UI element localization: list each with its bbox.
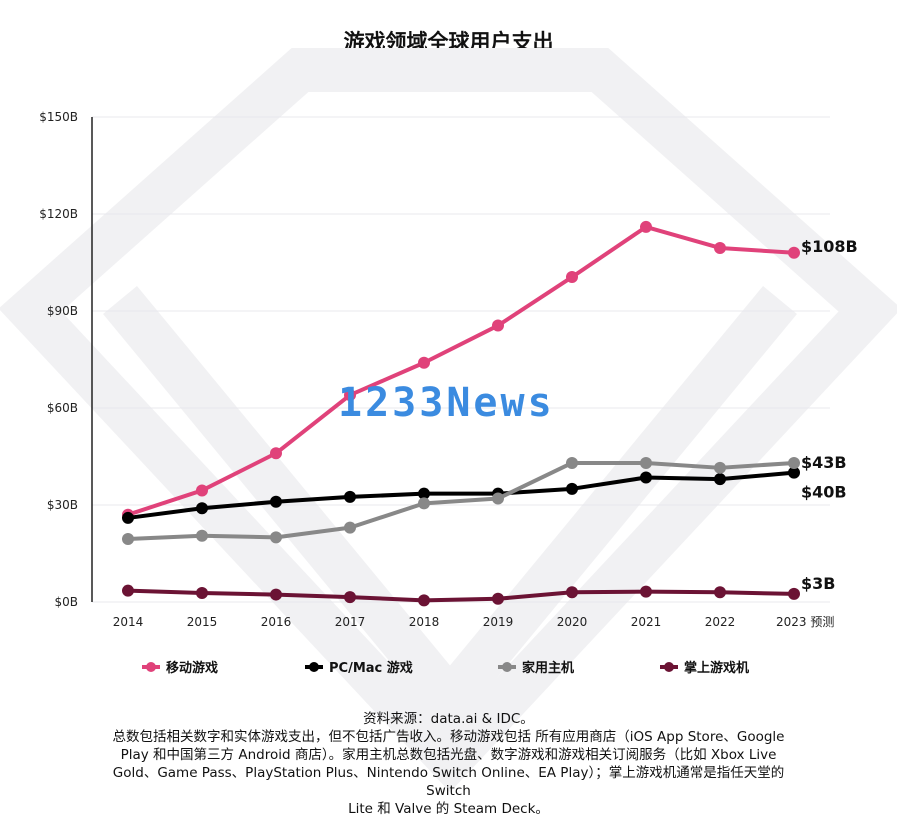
data-point [344,521,356,534]
y-axis-ticks: $0B $30B $60B $90B $120B $150B [39,110,78,609]
footnote: 资料来源：data.ai & IDC。 总数包括相关数字和实体游戏支出，但不包括… [100,710,797,818]
x-tick-label: 2018 [409,615,440,629]
data-point [492,592,504,605]
data-point [196,484,208,497]
x-tick-label: 2020 [557,615,588,629]
end-label: $108B [801,237,858,256]
legend-label-handheld: 掌上游戏机 [684,661,750,676]
y-tick-label: $30B [47,498,78,512]
data-point [270,588,282,601]
x-tick-label: 2015 [187,615,218,629]
data-point [714,461,726,474]
legend-label-pc: PC/Mac 游戏 [329,661,413,676]
series-line [127,460,795,541]
legend: 移动游戏 PC/Mac 游戏 家用主机 掌上游戏机 [0,657,897,677]
data-point [344,591,356,604]
data-point [788,587,800,600]
footnote-line-1: 总数包括相关数字和实体游戏支出，但不包括广告收入。移动游戏包括 所有应用商店（i… [112,729,785,745]
data-point [344,389,356,402]
series-line [127,588,795,603]
end-labels: $108B $40B $43B $3B [801,237,858,593]
y-tick-label: $60B [47,401,78,415]
data-point [714,241,726,254]
footnote-source: 资料来源：data.ai & IDC。 [363,711,534,727]
data-point [788,466,800,479]
legend-label-mobile: 移动游戏 [166,661,219,676]
data-point [492,492,504,505]
legend-item-handheld: 掌上游戏机 [660,657,749,676]
series-line [127,224,795,517]
data-point [418,487,430,500]
series-2 [122,456,800,545]
series-0 [122,220,800,521]
data-point [640,220,652,233]
footnote-line-3: Gold、Game Pass、PlayStation Plus、Nintendo… [112,765,785,799]
end-label: $40B [801,483,847,502]
x-axis-ticks: 2014 2015 2016 2017 2018 2019 2020 2021 2022 2023… [113,615,835,629]
x-tick-label: 2021 [631,615,662,629]
x-tick-label: 2016 [261,615,292,629]
data-point [492,319,504,332]
data-point [640,456,652,469]
end-label: $43B [801,453,847,472]
footnote-line-2: Play 和中国第三方 Android 商店）。家用主机总数包括光盘、数字游戏和… [120,747,777,763]
data-point [418,497,430,510]
y-tick-label: $120B [39,207,78,221]
x-tick-label: 2022 [705,615,736,629]
data-point [270,531,282,544]
series-3 [122,584,800,607]
watermark-text: 1233News [338,380,555,426]
data-point [418,594,430,607]
data-point [196,586,208,599]
data-point [640,585,652,598]
legend-label-console: 家用主机 [522,661,575,676]
data-point [344,490,356,503]
data-point [640,471,652,484]
data-point [196,502,208,515]
data-point [122,584,134,597]
data-point [566,586,578,599]
legend-item-console: 家用主机 [498,657,574,676]
data-point [714,586,726,599]
legend-swatch-console [498,661,516,673]
y-tick-label: $0B [54,595,78,609]
data-point [714,473,726,486]
gridlines [92,116,830,603]
y-tick-label: $90B [47,304,78,318]
data-point [566,482,578,495]
data-point [788,246,800,259]
legend-swatch-mobile [142,661,160,673]
data-point [566,271,578,284]
data-point [270,495,282,508]
background-diamond-logo [0,48,897,793]
data-point [196,529,208,542]
x-tick-label: 2014 [113,615,144,629]
legend-swatch-handheld [660,661,678,673]
end-label: $3B [801,574,835,593]
legend-swatch-pc [305,661,323,673]
series-group [122,220,800,607]
series-line [127,470,795,520]
data-point [122,532,134,545]
x-tick-label: 2017 [335,615,366,629]
x-tick-label: 2023 预测 [776,615,834,629]
x-tick-label: 2019 [483,615,514,629]
data-point [270,447,282,460]
data-point [788,456,800,469]
y-tick-label: $150B [39,110,78,124]
data-point [418,356,430,369]
data-point [122,511,134,524]
data-point [566,456,578,469]
legend-item-pc: PC/Mac 游戏 [305,657,413,676]
footnote-line-4: Lite 和 Valve 的 Steam Deck。 [348,801,549,817]
legend-item-mobile: 移动游戏 [142,657,218,676]
